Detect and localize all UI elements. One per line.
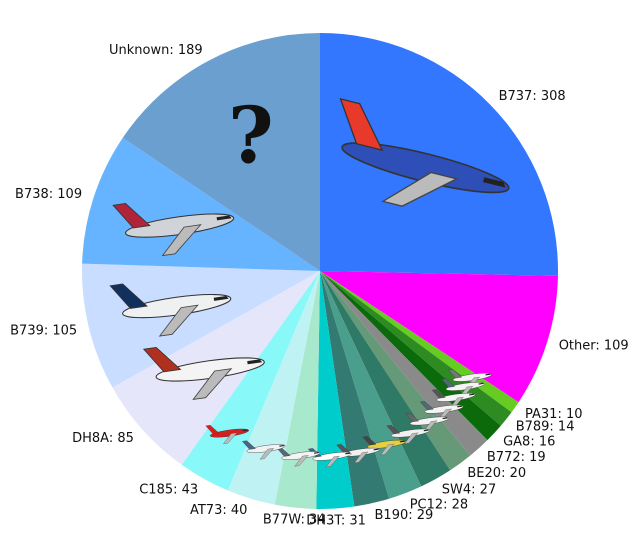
slice-label-c185: C185: 43 bbox=[139, 482, 198, 497]
slice-label-sw4: SW4: 27 bbox=[442, 482, 496, 497]
pie-slice-other bbox=[320, 271, 558, 403]
commuter-plane-icon bbox=[386, 425, 431, 444]
slice-label-dh3t: DH3T: 31 bbox=[306, 514, 366, 529]
pie-icons: ? bbox=[109, 91, 510, 468]
slice-label-b737: B737: 308 bbox=[499, 89, 566, 104]
slice-label-other: Other: 109 bbox=[559, 338, 629, 353]
alaska-airliner-icon bbox=[109, 283, 232, 337]
slice-label-be20: BE20: 20 bbox=[467, 466, 526, 481]
widebody-airliner-icon bbox=[276, 447, 321, 467]
dash8-plane-icon bbox=[142, 346, 265, 401]
slice-label-pc12: PC12: 28 bbox=[410, 497, 469, 512]
american-airliner-icon bbox=[112, 203, 235, 257]
slice-label-at73: AT73: 40 bbox=[190, 503, 247, 518]
turboprop-plane-icon bbox=[405, 412, 449, 432]
slice-label-ga8: GA8: 16 bbox=[503, 434, 555, 449]
slice-label-b77w: B77W: 34 bbox=[263, 513, 326, 528]
pie-slice-unknown bbox=[122, 33, 320, 271]
slice-label-b789: B789: 14 bbox=[516, 420, 575, 435]
slice-label-b739: B739: 105 bbox=[10, 324, 77, 339]
slice-label-b190: B190: 29 bbox=[375, 508, 434, 523]
slice-label-b738: B738: 109 bbox=[15, 187, 82, 202]
svg-text:?: ? bbox=[228, 91, 274, 182]
slice-label-b772: B772: 19 bbox=[487, 450, 546, 465]
question-mark-icon: ? bbox=[228, 91, 274, 182]
pie-slice-b739 bbox=[81, 263, 320, 388]
pie-slice-b737 bbox=[320, 33, 559, 276]
slice-label-pa31: PA31: 10 bbox=[525, 407, 583, 422]
single-turboprop-icon bbox=[362, 436, 407, 456]
red-floatplane-icon bbox=[205, 425, 250, 444]
slice-label-dh8a: DH8A: 85 bbox=[72, 431, 134, 446]
southwest-airliner-icon bbox=[339, 97, 510, 207]
pie-slice-b738 bbox=[82, 137, 320, 271]
slice-label-unknown: Unknown: 189 bbox=[109, 43, 203, 58]
turboprop-airliner-icon bbox=[242, 440, 286, 460]
pie-slices bbox=[81, 33, 559, 509]
